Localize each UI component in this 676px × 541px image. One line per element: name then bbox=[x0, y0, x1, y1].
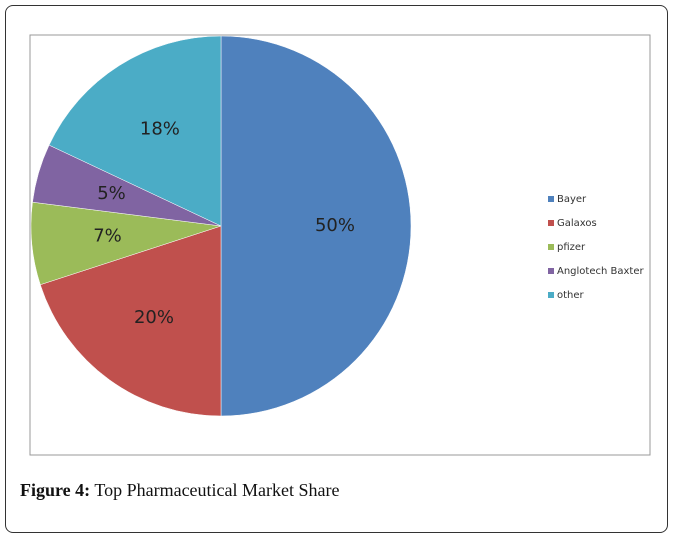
legend-label: other bbox=[557, 290, 585, 301]
legend-swatch bbox=[548, 220, 554, 226]
value-label: 50% bbox=[315, 215, 355, 236]
legend-swatch bbox=[548, 196, 554, 202]
caption-text: Top Pharmaceutical Market Share bbox=[94, 480, 340, 500]
caption-label: Figure 4: bbox=[20, 480, 91, 500]
legend-swatch bbox=[548, 268, 554, 274]
pie-slice bbox=[220, 35, 412, 417]
pie-slice bbox=[48, 35, 222, 227]
legend-label: Galaxos bbox=[557, 218, 597, 229]
value-label: 7% bbox=[93, 226, 122, 247]
legend-label: Bayer bbox=[557, 194, 587, 205]
legend-swatch bbox=[548, 292, 554, 298]
value-label: 5% bbox=[97, 183, 126, 204]
caption: Figure 4: Top Pharmaceutical Market Shar… bbox=[20, 480, 340, 501]
value-label: 20% bbox=[134, 307, 174, 328]
legend-label: Anglotech Baxter bbox=[557, 266, 644, 277]
value-label: 18% bbox=[140, 119, 180, 140]
figure-frame bbox=[5, 5, 668, 533]
pie-slice bbox=[39, 225, 222, 417]
legend-swatch bbox=[548, 244, 554, 250]
legend-label: pfizer bbox=[557, 242, 586, 253]
